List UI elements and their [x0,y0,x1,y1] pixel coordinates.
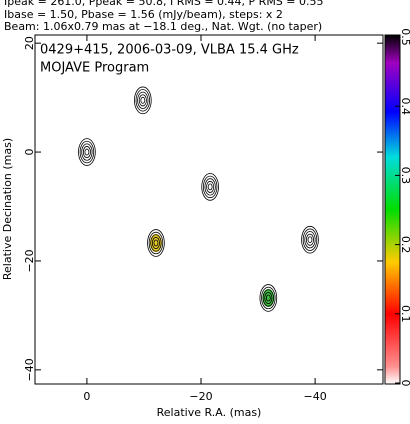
contour [140,96,146,104]
contour [202,175,218,199]
colorbar-tick-label: 0.5 [399,28,410,46]
chart-subtitle: MOJAVE Program [40,61,149,76]
contour [147,229,165,257]
contour [204,178,216,196]
contour [79,140,95,164]
contour [148,231,164,255]
contour [302,228,318,251]
header-line: Ibase = 1.50, Pbase = 1.56 (mJy/beam), s… [4,8,283,21]
x-axis-label: Relative R.A. (mas) [157,406,262,419]
x-tick-label: −40 [304,390,327,403]
x-tick-label: 0 [83,390,90,403]
y-axis-label: Relative Decination (mas) [1,138,14,280]
contour [301,225,319,254]
colorbar [384,34,401,385]
header-line: Beam: 1.06x0.79 mas at −18.1 deg., Nat. … [4,20,322,33]
plot-frame [34,34,384,385]
contour [78,138,96,166]
contour [134,86,152,115]
colorbar-tick-label: 0.1 [399,305,410,323]
colorbar-tick-label: 0.4 [399,97,410,115]
contour [206,180,215,193]
contour [151,236,160,249]
contour [259,284,278,312]
y-tick-label: −20 [23,249,36,272]
colorbar-tick-label: 0.3 [399,167,410,185]
colorbar-tick-label: 0.2 [399,236,410,254]
x-tick-label: −20 [189,390,212,403]
contour [153,239,159,247]
y-tick-label: 20 [23,36,36,50]
polarized-region [149,233,162,252]
header-line: Ipeak = 261.0, Ppeak = 50.8, I RMS = 0.4… [4,0,324,8]
contour [305,233,314,246]
contour [304,231,316,249]
contour [135,89,151,112]
contour [207,183,213,191]
contour [150,234,162,252]
contour [137,91,149,109]
contour [265,294,271,302]
polarized-region [262,288,275,307]
colorbar-tick-label: 0 [399,380,410,387]
contour [138,94,147,107]
contour [262,289,274,307]
chart-title: 0429+415, 2006-03-09, VLBA 15.4 GHz [40,43,299,58]
contour [264,291,273,304]
contour [261,286,276,310]
contour [82,146,91,159]
y-tick-label: 0 [23,149,36,156]
contour [201,173,219,201]
contour [84,148,90,156]
contour [307,236,313,244]
y-tick-label: −40 [23,358,36,381]
contour [81,143,93,161]
